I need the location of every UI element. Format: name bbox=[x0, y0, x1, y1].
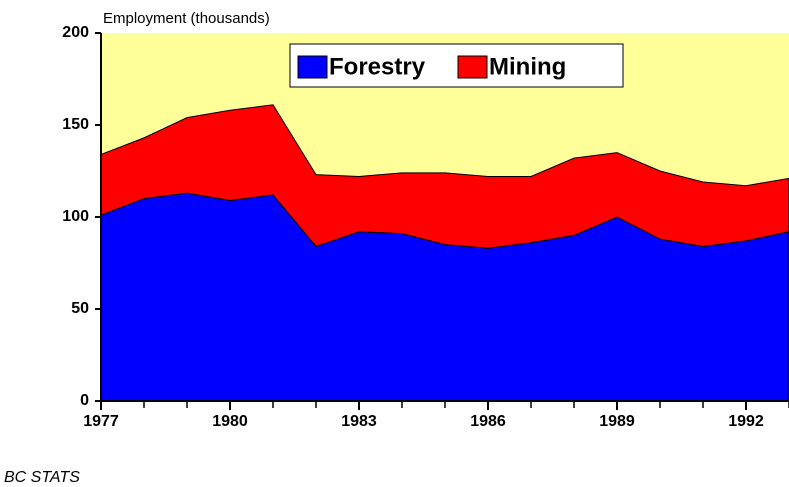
x-tick-label: 1992 bbox=[728, 413, 764, 430]
y-tick-label: 200 bbox=[62, 24, 89, 41]
y-tick-label: 150 bbox=[62, 116, 89, 133]
x-tick-label: 1989 bbox=[599, 413, 635, 430]
chart-title: Employment (thousands) bbox=[103, 10, 270, 27]
x-tick-label: 1986 bbox=[470, 413, 506, 430]
legend-swatch bbox=[457, 55, 488, 79]
area bbox=[100, 104, 789, 249]
x-tick-label: 1980 bbox=[212, 413, 248, 430]
legend-label: Mining bbox=[489, 53, 566, 80]
x-tick-label: 1983 bbox=[341, 413, 377, 430]
legend-swatch bbox=[297, 55, 328, 79]
y-tick-label: 100 bbox=[62, 208, 89, 225]
footer: BC STATS bbox=[4, 469, 80, 486]
x-tick-label: 1977 bbox=[83, 413, 119, 430]
legend-label: Forestry bbox=[329, 53, 426, 80]
y-tick-label: 50 bbox=[71, 300, 89, 317]
legend-box bbox=[289, 43, 624, 88]
y-tick-label: 0 bbox=[80, 392, 89, 409]
